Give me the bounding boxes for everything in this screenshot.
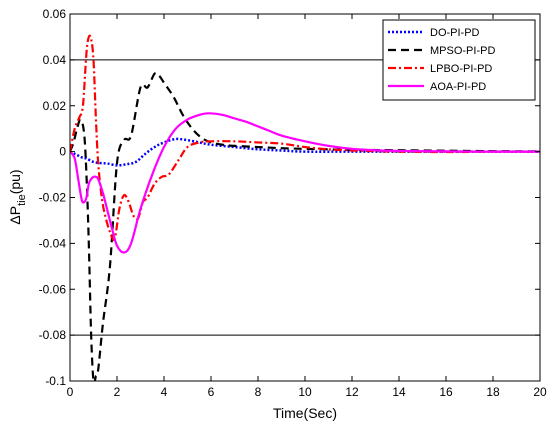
y-tick-label: -0.06 xyxy=(39,282,67,296)
y-tick-label: 0.02 xyxy=(43,99,67,113)
y-tick-label: -0.1 xyxy=(45,374,66,388)
x-tick-label: 16 xyxy=(439,385,453,399)
y-axis-label-unit: (pu) xyxy=(7,169,23,194)
series-layer xyxy=(70,34,540,381)
x-tick-label: 12 xyxy=(345,385,359,399)
x-tick-label: 18 xyxy=(486,385,500,399)
series-line-do-pi-pd xyxy=(70,137,540,167)
series-line-aoa-pi-pd xyxy=(70,112,540,254)
legend-items: DO-PI-PD MPSO-PI-PD LPBO-PI-PD AOA-PI-PD xyxy=(388,27,495,93)
x-tick-label: 14 xyxy=(392,385,406,399)
ticks xyxy=(69,13,541,382)
x-tick-label: 20 xyxy=(533,385,547,399)
legend-label-do-pi-pd: DO-PI-PD xyxy=(430,27,480,39)
x-tick-label: 8 xyxy=(255,385,262,399)
y-tick-label: -0.02 xyxy=(39,191,67,205)
legend-label-lpbo-pi-pd: LPBO-PI-PD xyxy=(430,63,492,75)
y-tick-label: 0.06 xyxy=(43,7,67,21)
x-axis-label: Time(Sec) xyxy=(273,405,337,421)
y-tick-label: -0.04 xyxy=(39,236,67,250)
y-axis-label: ΔPtie(pu) xyxy=(7,169,28,224)
y-tick-label: -0.08 xyxy=(39,328,67,342)
legend: DO-PI-PD MPSO-PI-PD LPBO-PI-PD AOA-PI-PD xyxy=(382,19,536,101)
y-axis-label-main: ΔP xyxy=(7,206,23,225)
legend-label-aoa-pi-pd: AOA-PI-PD xyxy=(430,81,486,93)
y-tick-label: 0 xyxy=(59,145,66,159)
x-tick-label: 6 xyxy=(208,385,215,399)
y-axis-label-sub: tie xyxy=(16,194,28,206)
tick-labels: 0 2 4 6 8 10 12 14 16 18 20 -0.1 -0.08 -0.06 -0.04 -0.0… xyxy=(39,7,547,399)
x-tick-label: 0 xyxy=(67,385,74,399)
x-tick-label: 2 xyxy=(114,385,121,399)
series-line-mpso-pi-pd xyxy=(70,71,540,381)
y-tick-label: 0.04 xyxy=(43,53,67,67)
x-tick-label: 4 xyxy=(161,385,168,399)
legend-label-mpso-pi-pd: MPSO-PI-PD xyxy=(430,45,495,57)
x-tick-label: 10 xyxy=(298,385,312,399)
